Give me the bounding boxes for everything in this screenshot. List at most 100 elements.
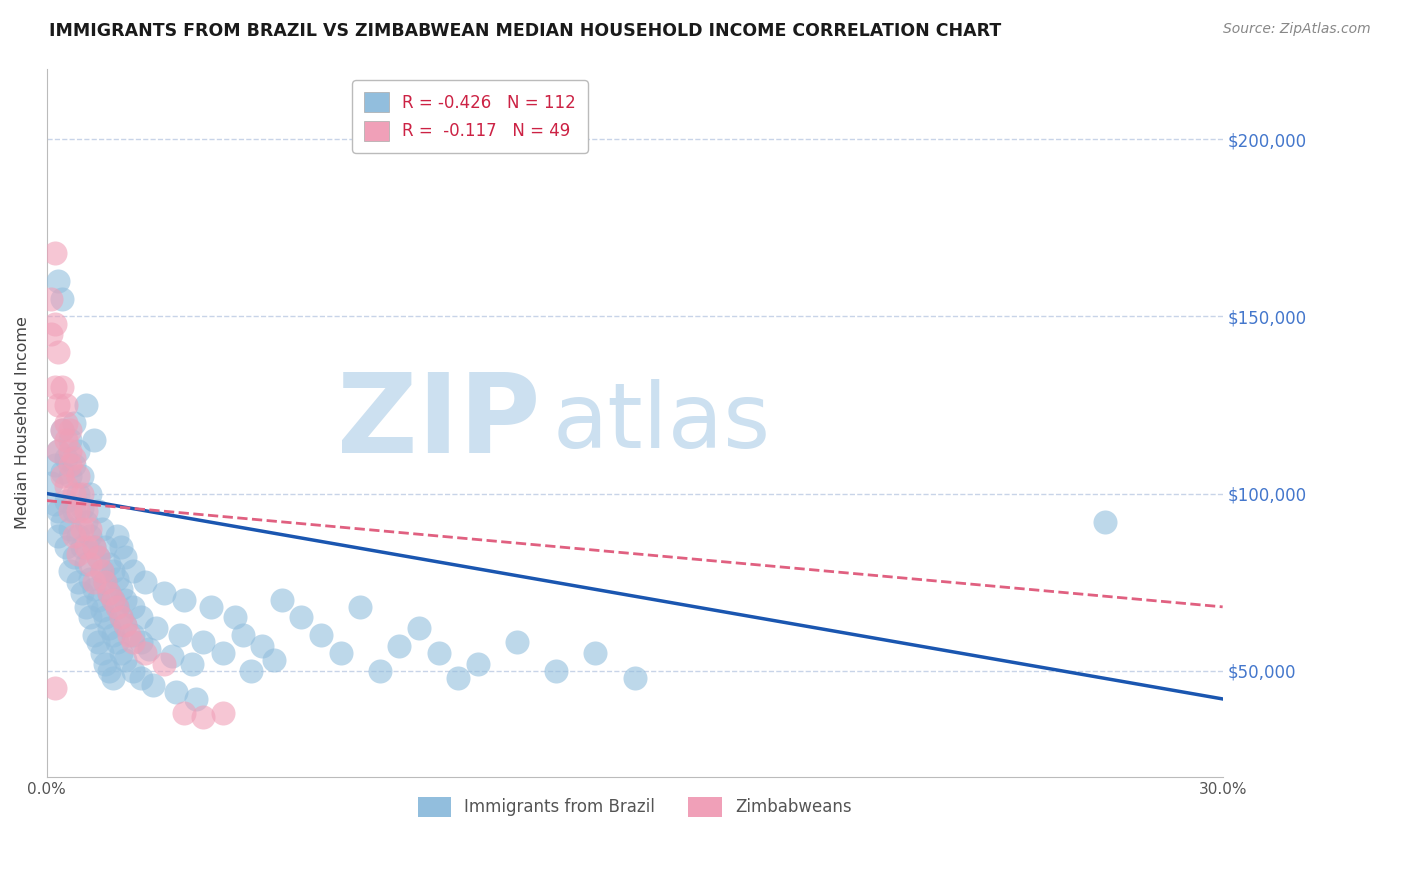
Point bbox=[79, 486, 101, 500]
Point bbox=[59, 423, 82, 437]
Point bbox=[48, 504, 70, 518]
Point bbox=[138, 642, 160, 657]
Point bbox=[94, 575, 117, 590]
Point bbox=[184, 692, 207, 706]
Point bbox=[105, 599, 128, 614]
Point bbox=[309, 628, 332, 642]
Point bbox=[63, 529, 86, 543]
Point bbox=[118, 628, 141, 642]
Point bbox=[94, 610, 117, 624]
Point bbox=[59, 444, 82, 458]
Point bbox=[173, 706, 195, 720]
Point bbox=[75, 398, 97, 412]
Point bbox=[103, 592, 125, 607]
Point bbox=[506, 635, 529, 649]
Point bbox=[145, 621, 167, 635]
Point bbox=[59, 565, 82, 579]
Point bbox=[173, 592, 195, 607]
Point bbox=[408, 621, 430, 635]
Text: ZIP: ZIP bbox=[337, 369, 540, 476]
Point bbox=[86, 635, 108, 649]
Point bbox=[59, 434, 82, 448]
Point bbox=[388, 639, 411, 653]
Point bbox=[290, 610, 312, 624]
Point bbox=[165, 685, 187, 699]
Point bbox=[48, 398, 70, 412]
Point bbox=[1094, 515, 1116, 529]
Point bbox=[83, 575, 105, 590]
Point bbox=[110, 582, 132, 596]
Point bbox=[70, 486, 93, 500]
Point bbox=[585, 646, 607, 660]
Point bbox=[83, 434, 105, 448]
Point bbox=[427, 646, 450, 660]
Point bbox=[51, 468, 73, 483]
Point bbox=[59, 458, 82, 473]
Point bbox=[252, 639, 274, 653]
Point bbox=[75, 504, 97, 518]
Point bbox=[122, 628, 145, 642]
Legend: Immigrants from Brazil, Zimbabweans: Immigrants from Brazil, Zimbabweans bbox=[409, 789, 860, 825]
Point bbox=[103, 671, 125, 685]
Point bbox=[63, 504, 86, 518]
Point bbox=[44, 317, 66, 331]
Point bbox=[212, 646, 235, 660]
Point bbox=[153, 585, 176, 599]
Point bbox=[55, 416, 77, 430]
Point bbox=[114, 592, 136, 607]
Point bbox=[134, 646, 156, 660]
Point bbox=[122, 635, 145, 649]
Point bbox=[48, 344, 70, 359]
Point bbox=[98, 585, 121, 599]
Point bbox=[59, 504, 82, 518]
Point bbox=[105, 599, 128, 614]
Point bbox=[180, 657, 202, 671]
Text: IMMIGRANTS FROM BRAZIL VS ZIMBABWEAN MEDIAN HOUSEHOLD INCOME CORRELATION CHART: IMMIGRANTS FROM BRAZIL VS ZIMBABWEAN MED… bbox=[49, 22, 1001, 40]
Point bbox=[129, 635, 152, 649]
Point bbox=[75, 599, 97, 614]
Point bbox=[90, 565, 112, 579]
Point bbox=[90, 565, 112, 579]
Point bbox=[66, 547, 89, 561]
Point bbox=[66, 575, 89, 590]
Point bbox=[79, 529, 101, 543]
Point bbox=[623, 671, 645, 685]
Point bbox=[79, 522, 101, 536]
Point bbox=[59, 468, 82, 483]
Point bbox=[349, 599, 371, 614]
Point bbox=[51, 515, 73, 529]
Point bbox=[329, 646, 352, 660]
Point bbox=[239, 664, 262, 678]
Point bbox=[98, 558, 121, 572]
Point bbox=[447, 671, 470, 685]
Point bbox=[98, 621, 121, 635]
Point bbox=[90, 603, 112, 617]
Point bbox=[55, 451, 77, 466]
Point bbox=[114, 550, 136, 565]
Point bbox=[98, 664, 121, 678]
Point bbox=[122, 664, 145, 678]
Point bbox=[94, 540, 117, 554]
Point bbox=[44, 458, 66, 473]
Point bbox=[105, 572, 128, 586]
Point bbox=[63, 486, 86, 500]
Point bbox=[122, 565, 145, 579]
Point bbox=[232, 628, 254, 642]
Point bbox=[153, 657, 176, 671]
Point bbox=[103, 592, 125, 607]
Point bbox=[70, 522, 93, 536]
Point bbox=[263, 653, 285, 667]
Point bbox=[79, 572, 101, 586]
Point bbox=[193, 635, 215, 649]
Point bbox=[63, 458, 86, 473]
Point bbox=[169, 628, 191, 642]
Point bbox=[79, 558, 101, 572]
Point bbox=[83, 582, 105, 596]
Point bbox=[110, 610, 132, 624]
Point bbox=[105, 635, 128, 649]
Point bbox=[94, 657, 117, 671]
Point bbox=[66, 529, 89, 543]
Point bbox=[55, 398, 77, 412]
Point bbox=[70, 585, 93, 599]
Point bbox=[114, 653, 136, 667]
